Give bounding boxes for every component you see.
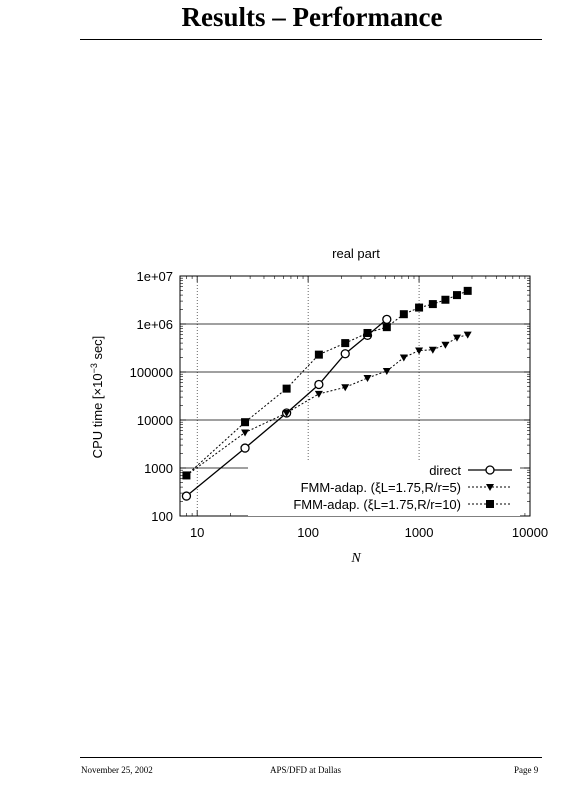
- legend-marker: [486, 484, 494, 491]
- x-tick-label: 10: [190, 525, 204, 540]
- legend-marker: [486, 500, 494, 508]
- data-point: [314, 350, 323, 359]
- data-point: [363, 328, 372, 337]
- y-tick-label: 1e+06: [136, 317, 173, 332]
- data-point: [240, 443, 250, 453]
- data-point: [463, 331, 472, 339]
- data-point: [314, 379, 324, 390]
- data-point: [428, 346, 437, 354]
- legend-label: direct: [429, 463, 461, 478]
- data-point: [452, 291, 461, 300]
- data-point: [241, 418, 250, 427]
- series-line-3: [186, 290, 468, 476]
- series-markers: [181, 286, 472, 501]
- y-axis-label: CPU time [×10−3 sec]: [89, 336, 105, 459]
- data-point: [341, 339, 350, 348]
- x-tick-label: 1000: [405, 525, 434, 540]
- x-axis-label: N: [350, 551, 361, 566]
- y-tick-label: 1e+07: [136, 269, 173, 284]
- data-point: [363, 374, 372, 382]
- data-point: [441, 341, 450, 349]
- data-point: [282, 409, 291, 417]
- data-point: [428, 300, 437, 309]
- data-point: [382, 367, 391, 375]
- y-tick-label: 100000: [130, 365, 173, 380]
- data-point: [415, 347, 424, 355]
- data-point: [415, 303, 424, 312]
- legend: direct FMM-adap. (ξL=1.75,R/r=5) FMM-adap.…: [293, 463, 512, 512]
- data-point: [341, 384, 350, 392]
- chart-title: real part: [332, 246, 380, 261]
- page-title: Results – Performance: [181, 2, 443, 32]
- y-tick-label: 10000: [137, 413, 173, 428]
- legend-marker: [485, 465, 495, 475]
- footer-date: November 25, 2002: [81, 765, 153, 775]
- data-point: [463, 286, 472, 295]
- data-point: [182, 471, 191, 480]
- data-point: [399, 354, 408, 362]
- x-tick-label: 100: [297, 525, 319, 540]
- x-tick-label: 10000: [512, 525, 548, 540]
- data-point: [452, 334, 461, 342]
- data-point: [382, 323, 391, 332]
- title-rule: [80, 39, 542, 40]
- data-point: [314, 390, 323, 398]
- y-tick-label: 1000: [144, 461, 173, 476]
- data-point: [340, 349, 350, 359]
- y-tick-label: 100: [151, 509, 173, 524]
- data-point: [441, 295, 450, 304]
- footer-center: APS/DFD at Dallas: [270, 765, 342, 775]
- legend-label: FMM-adap. (ξL=1.75,R/r=10): [293, 497, 461, 512]
- legend-background: [248, 462, 520, 516]
- footer-rule: [80, 757, 542, 758]
- data-point: [399, 310, 408, 319]
- series-line-2: [186, 334, 468, 476]
- footer-page-number: Page 9: [514, 765, 539, 775]
- data-point: [282, 384, 291, 393]
- data-point: [382, 314, 392, 324]
- data-point: [181, 491, 192, 501]
- legend-label: FMM-adap. (ξL=1.75,R/r=5): [301, 480, 461, 495]
- data-point: [241, 429, 250, 437]
